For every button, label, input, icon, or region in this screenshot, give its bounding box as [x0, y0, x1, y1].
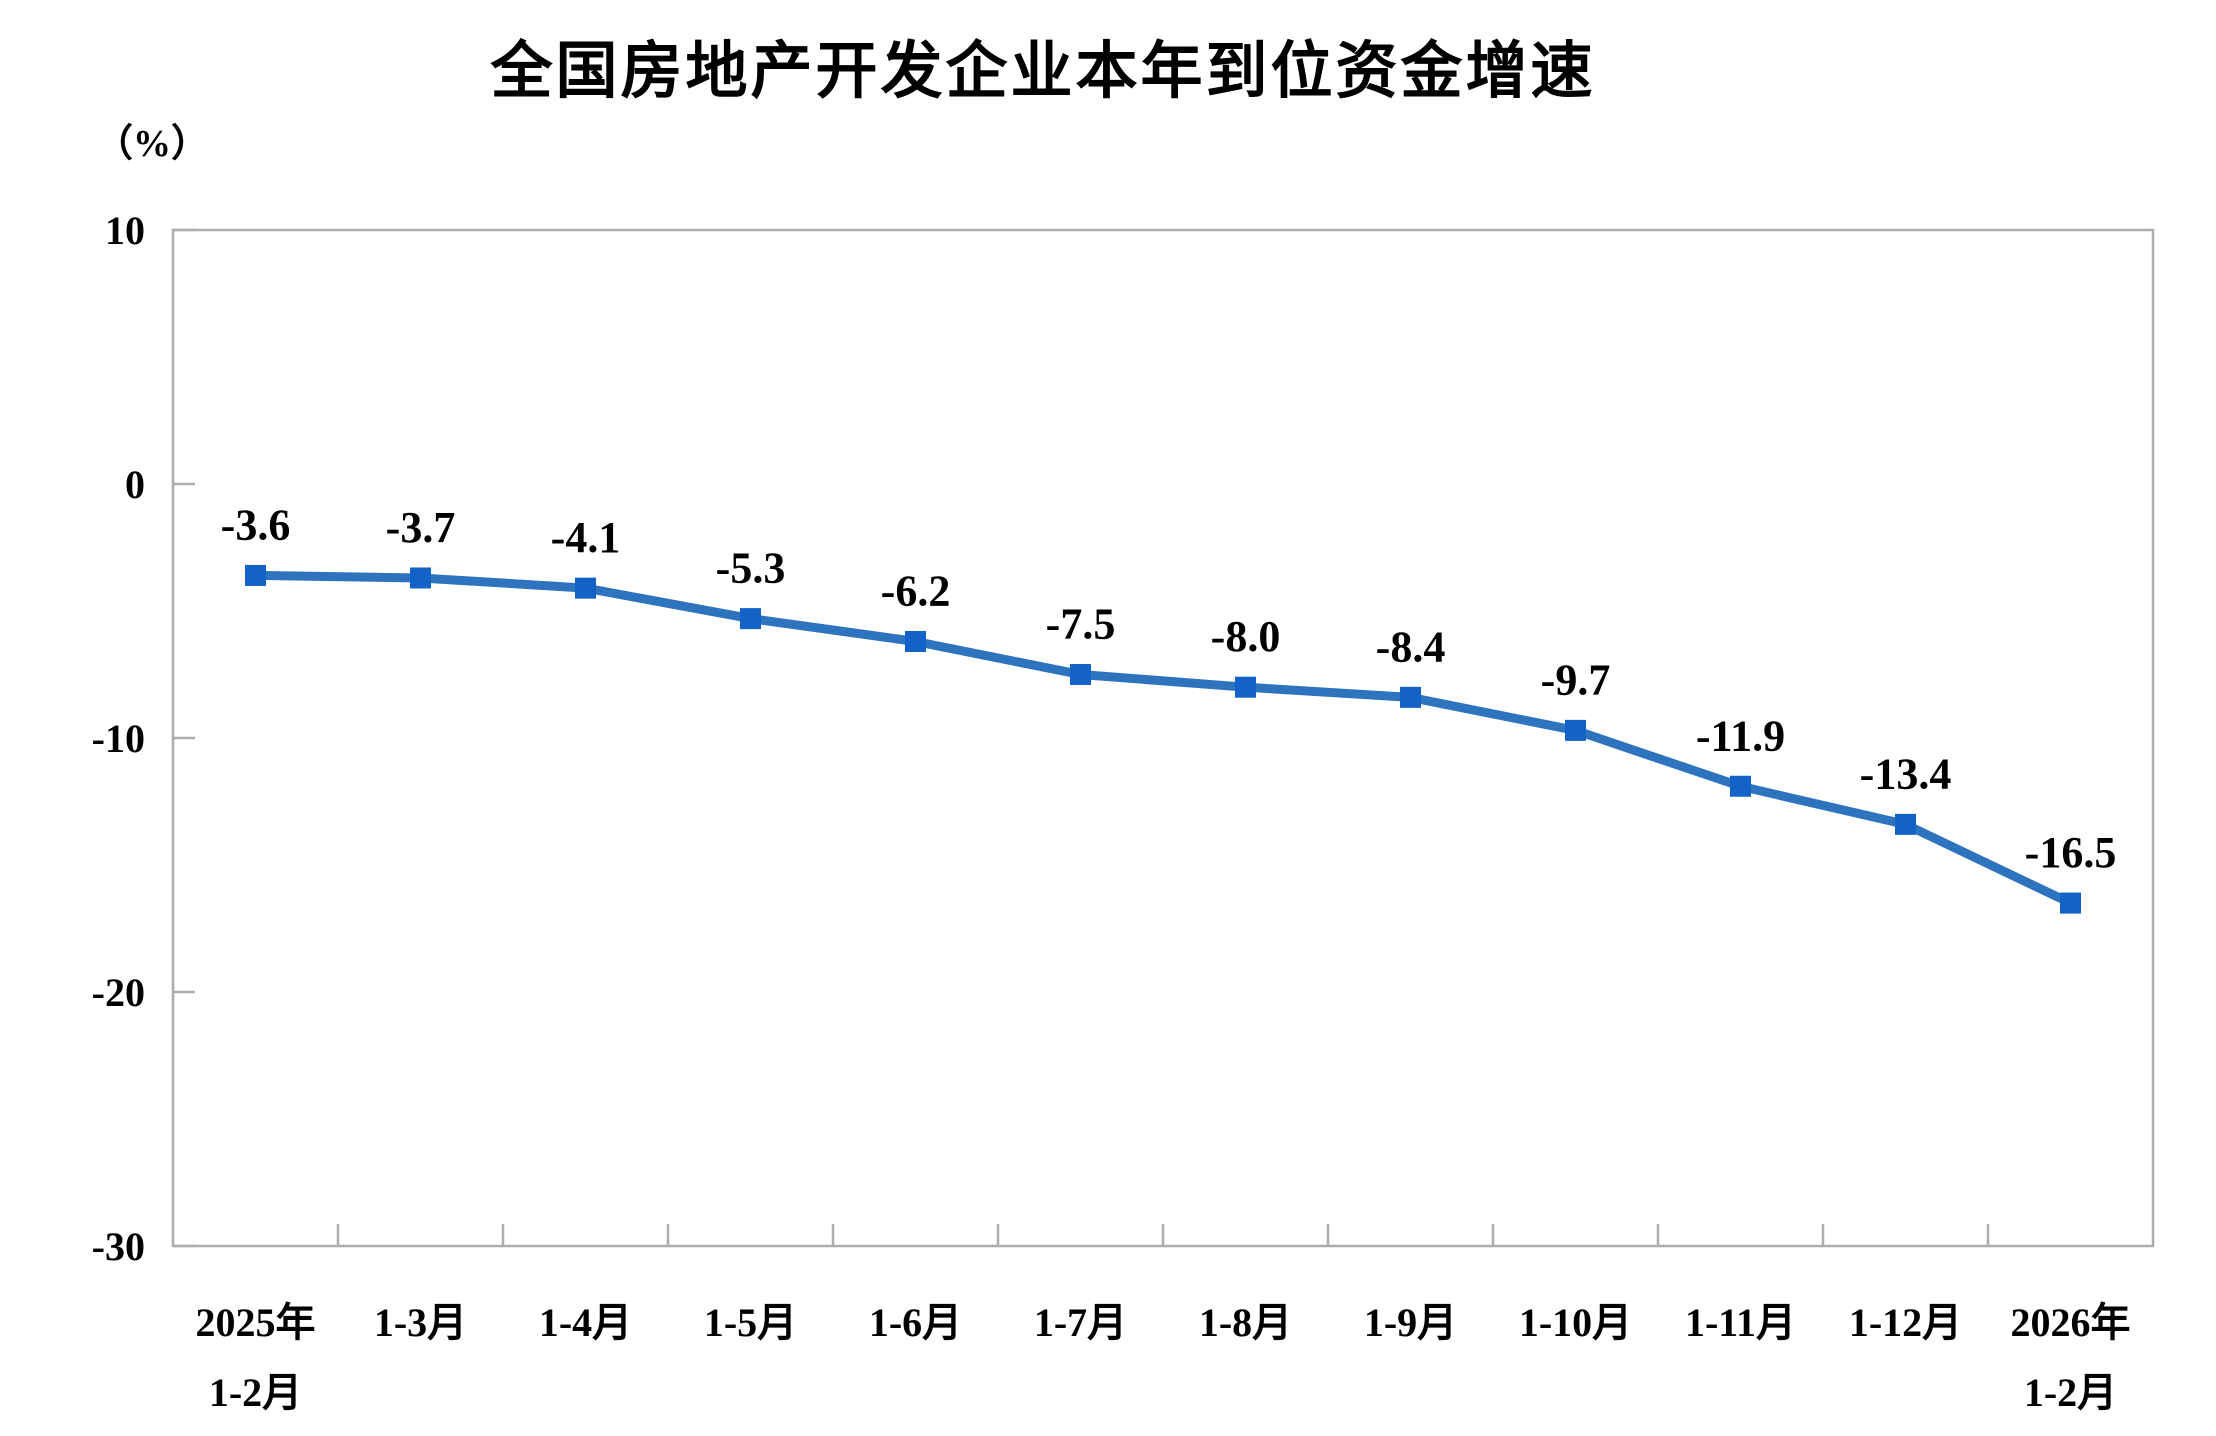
data-point-marker — [1730, 775, 1751, 797]
x-axis-tick-label: 2026年 — [2011, 1300, 2131, 1345]
x-axis-tick-label: 1-11月 — [1685, 1300, 1796, 1345]
x-axis-tick-label: 1-3月 — [374, 1300, 467, 1345]
x-axis-tick-label: 1-7月 — [1034, 1300, 1127, 1345]
data-point-marker — [1895, 813, 1916, 835]
data-point-marker — [740, 608, 761, 630]
data-point-marker — [245, 564, 266, 586]
y-axis-tick-label: 0 — [125, 462, 145, 507]
data-point-label: -6.2 — [881, 566, 951, 615]
data-point-label: -13.4 — [1860, 749, 1952, 798]
plot-border — [171, 228, 2155, 1248]
data-point-marker — [410, 567, 431, 589]
x-axis-tick-label: 1-2月 — [2024, 1370, 2117, 1415]
data-point-marker — [1565, 719, 1586, 741]
data-point-label: -8.4 — [1376, 622, 1446, 671]
x-axis-tick-label: 1-6月 — [869, 1300, 962, 1345]
y-axis-tick-label: -20 — [92, 970, 145, 1015]
x-axis-tick-label: 1-2月 — [209, 1370, 302, 1415]
data-point-marker — [1400, 686, 1421, 708]
y-axis-unit-label: （%） — [95, 123, 210, 165]
data-point-marker — [1235, 676, 1256, 698]
data-point-label: -5.3 — [716, 544, 786, 593]
data-line — [251, 570, 2075, 908]
y-axis-tick-label: -30 — [92, 1224, 145, 1269]
x-axis-tick-label: 2025年 — [196, 1300, 316, 1345]
x-axis-tick-label: 1-10月 — [1519, 1300, 1632, 1345]
y-axis-tick-label: 10 — [105, 208, 145, 253]
data-point-label: -3.6 — [221, 500, 291, 549]
data-point-marker — [1070, 664, 1091, 685]
data-point-label: -16.5 — [2025, 828, 2117, 877]
x-axis-tick-label: 1-9月 — [1364, 1300, 1457, 1345]
x-axis-tick-label: 1-4月 — [539, 1300, 632, 1345]
chart-title: 全国房地产开发企业本年到位资金增速 — [490, 37, 1596, 106]
x-axis-tick-label: 1-5月 — [704, 1300, 797, 1345]
data-point-label: -11.9 — [1696, 711, 1785, 760]
data-point-label: -9.7 — [1541, 655, 1611, 704]
data-point-marker — [905, 630, 926, 652]
data-point-label: -4.1 — [551, 513, 621, 562]
data-point-label: -7.5 — [1046, 600, 1116, 649]
x-axis-tick-label: 1-12月 — [1849, 1300, 1962, 1345]
y-axis-tick-label: -10 — [92, 716, 145, 761]
data-point-label: -8.0 — [1211, 612, 1281, 661]
data-point-marker — [2060, 892, 2081, 914]
x-axis-tick-label: 1-8月 — [1199, 1300, 1292, 1345]
data-point-label: -3.7 — [386, 503, 456, 552]
data-point-marker — [575, 577, 596, 599]
